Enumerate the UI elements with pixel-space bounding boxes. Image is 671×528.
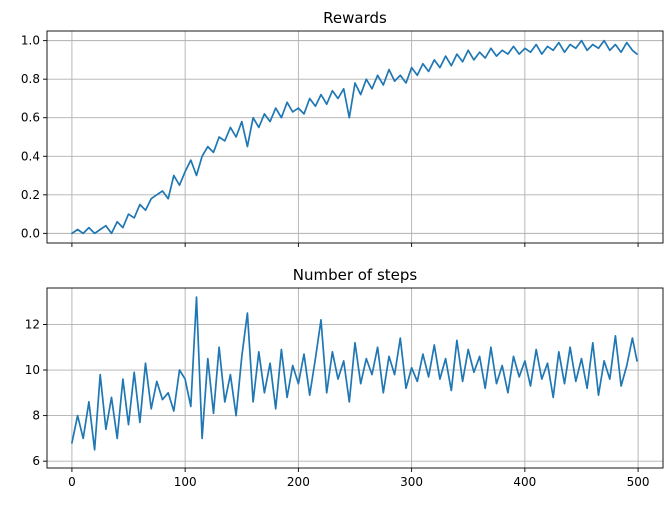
x-tick-label: 100: [174, 475, 197, 489]
y-tick-label: 0.2: [21, 188, 40, 202]
rewards-chart: Rewards 0.0 0.2 0.4 0.6 0.8 1.0: [21, 9, 664, 247]
y-tick-label: 0.4: [21, 149, 40, 163]
chart-title: Rewards: [323, 9, 387, 27]
x-tick-label: 0: [68, 475, 76, 489]
steps-chart: Number of steps 0 100 200 300 400 500 6 8 10 12: [25, 266, 664, 489]
x-tick-label: 400: [513, 475, 536, 489]
series-line: [71, 296, 638, 451]
axes-frame: [46, 287, 664, 469]
y-tick-label: 8: [32, 409, 40, 423]
x-tick-label: 500: [627, 475, 650, 489]
series-line: [71, 39, 638, 235]
y-tick-label: 6: [32, 454, 40, 468]
chart-title: Number of steps: [293, 266, 418, 284]
y-tick-label: 12: [25, 317, 40, 331]
y-tick-label: 1.0: [21, 34, 40, 48]
axes-frame: [46, 30, 664, 244]
y-tick-label: 10: [25, 363, 40, 377]
x-tick-label: 200: [287, 475, 310, 489]
x-tick-label: 300: [400, 475, 423, 489]
y-tick-label: 0.8: [21, 72, 40, 86]
y-tick-label: 0.6: [21, 111, 40, 125]
grid: [47, 288, 663, 468]
grid: [47, 31, 663, 243]
y-tick-label: 0.0: [21, 226, 40, 240]
